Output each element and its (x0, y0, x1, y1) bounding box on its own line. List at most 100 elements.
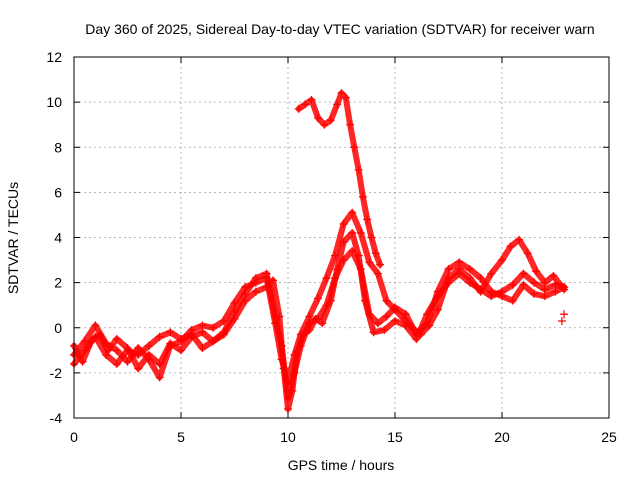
y-tick-label: -2 (50, 365, 63, 381)
data-point (80, 337, 89, 346)
x-tick-label: 5 (177, 429, 185, 445)
data-point (508, 296, 517, 305)
data-point (177, 346, 185, 355)
x-tick-label: 20 (494, 429, 510, 445)
data-point (320, 120, 329, 129)
data-point (476, 287, 485, 296)
data-point (416, 330, 425, 339)
data-point (498, 256, 506, 265)
data-point (540, 285, 549, 294)
data-point (166, 328, 175, 337)
data-point (358, 192, 367, 201)
data-series (70, 89, 569, 413)
data-point (337, 89, 346, 98)
data-point (102, 350, 111, 359)
data-point (425, 321, 434, 330)
data-point (376, 260, 385, 269)
data-point (365, 258, 374, 267)
data-point (284, 404, 292, 413)
y-axis-tick-labels: -4 -2 0 2 4 6 8 10 12 (46, 49, 62, 426)
data-point (540, 278, 549, 287)
data-point (560, 285, 569, 294)
data-point (305, 312, 314, 321)
data-point (290, 350, 299, 359)
data-point (331, 251, 340, 260)
data-point (91, 332, 100, 341)
data-point (373, 319, 382, 328)
data-point (155, 332, 164, 341)
data-point (326, 116, 335, 125)
data-point (530, 289, 539, 298)
data-point (356, 265, 365, 274)
data-point (363, 215, 372, 224)
data-point (241, 283, 250, 292)
data-point (123, 357, 132, 366)
data-point (408, 323, 417, 332)
data-point (333, 100, 342, 109)
data-point (177, 337, 185, 346)
data-point (530, 278, 539, 287)
data-point (508, 280, 517, 289)
data-point (433, 287, 442, 296)
y-tick-label: 8 (54, 139, 62, 155)
data-point (339, 256, 348, 265)
data-point (339, 219, 348, 228)
data-point (382, 296, 391, 305)
x-tick-label: 10 (280, 429, 296, 445)
data-point (187, 326, 196, 335)
y-tick-label: 10 (46, 94, 62, 110)
data-point (532, 267, 541, 276)
x-axis-tick-labels: 0 5 10 15 20 25 (70, 429, 617, 445)
data-point (365, 310, 374, 319)
data-point (155, 373, 164, 382)
data-point (519, 269, 528, 278)
y-tick-label: 0 (54, 320, 62, 336)
data-point (465, 274, 474, 283)
data-point (112, 359, 121, 368)
data-point (369, 328, 378, 337)
data-point (198, 344, 207, 353)
data-point (198, 328, 207, 337)
data-point (348, 228, 357, 237)
data-point (313, 314, 322, 323)
y-tick-label: -4 (50, 410, 63, 426)
data-point (350, 143, 359, 152)
data-point (230, 298, 239, 307)
data-point (356, 228, 365, 237)
x-tick-label: 25 (601, 429, 617, 445)
data-point (331, 274, 340, 283)
data-point (277, 355, 286, 364)
data-point (354, 165, 363, 174)
data-point (560, 310, 569, 319)
data-point (144, 355, 153, 364)
data-point (519, 280, 528, 289)
data-point (348, 208, 357, 217)
data-point (380, 326, 389, 335)
data-point (487, 269, 496, 278)
data-point (301, 100, 310, 109)
data-point (209, 337, 218, 346)
chart-title: Day 360 of 2025, Sidereal Day-to-day VTE… (85, 21, 594, 37)
data-point (134, 364, 143, 373)
data-point (487, 287, 496, 296)
data-point (322, 274, 331, 283)
data-point (348, 247, 357, 256)
data-point (346, 120, 355, 129)
series-4 (294, 89, 385, 269)
data-point (166, 341, 175, 350)
data-point (371, 249, 380, 258)
data-point (284, 393, 292, 402)
data-point (219, 328, 228, 337)
data-point (294, 104, 303, 113)
series-5 (557, 310, 569, 325)
data-point (91, 321, 100, 330)
data-point (515, 235, 524, 244)
y-tick-label: 6 (54, 184, 62, 200)
data-point (313, 113, 322, 122)
data-point (498, 292, 506, 301)
y-tick-label: 12 (46, 49, 62, 65)
data-point (78, 357, 87, 366)
y-tick-label: 4 (54, 230, 62, 246)
data-point (271, 319, 280, 328)
